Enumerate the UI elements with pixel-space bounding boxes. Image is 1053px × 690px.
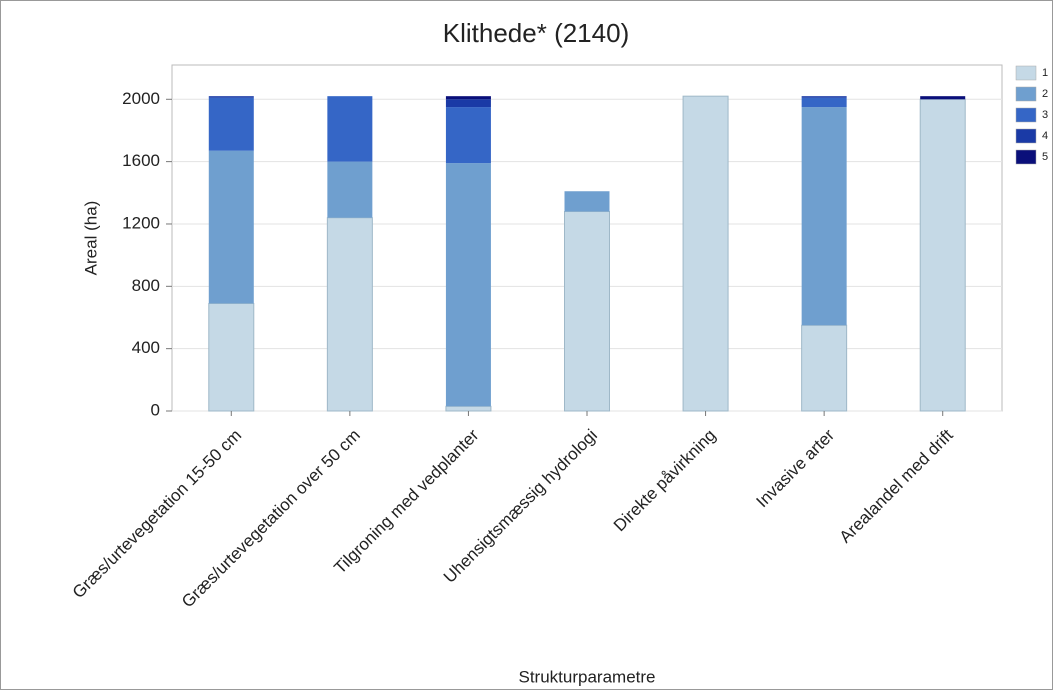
legend-label: 2 xyxy=(1042,88,1048,100)
bar-segment xyxy=(801,107,847,326)
bar-segment xyxy=(208,150,254,304)
legend-label: 5 xyxy=(1042,151,1048,163)
legend-swatch xyxy=(1015,149,1037,165)
legend-swatch xyxy=(1015,86,1037,102)
legend-label: 4 xyxy=(1042,130,1048,142)
bar-segment xyxy=(445,163,491,407)
y-tick-label: 400 xyxy=(132,338,160,357)
y-tick-label: 2000 xyxy=(122,89,160,108)
bar-segment xyxy=(327,161,373,218)
bar-segment xyxy=(564,211,610,412)
legend-label: 1 xyxy=(1042,67,1048,79)
bar-segment xyxy=(801,97,847,108)
y-tick-label: 1200 xyxy=(122,213,160,232)
bar-segment xyxy=(445,405,492,412)
bar-segment xyxy=(326,217,373,412)
bar-segment xyxy=(920,96,966,100)
bar-segment xyxy=(208,97,254,151)
bar-segment xyxy=(919,98,966,412)
y-axis-label: Areal (ha) xyxy=(81,201,100,276)
bar-segment xyxy=(445,99,491,108)
y-tick-label: 800 xyxy=(132,276,160,295)
bar-segment xyxy=(801,96,847,98)
bar-segment xyxy=(445,107,491,164)
legend-swatch xyxy=(1015,128,1037,144)
legend-label: 3 xyxy=(1042,109,1048,121)
bar-segment xyxy=(564,191,610,212)
bar-segment xyxy=(327,96,373,162)
y-tick-label: 0 xyxy=(151,400,160,419)
bar-segment xyxy=(208,96,254,98)
legend-swatch xyxy=(1015,65,1037,81)
chart-title: Klithede* (2140) xyxy=(443,18,629,48)
bar-segment xyxy=(801,324,848,412)
bar-segment xyxy=(445,96,491,100)
y-tick-label: 1600 xyxy=(122,151,160,170)
bar-segment xyxy=(682,95,729,412)
legend-swatch xyxy=(1015,107,1037,123)
x-axis-label: Strukturparametre xyxy=(519,667,656,686)
bar-segment xyxy=(208,302,255,412)
